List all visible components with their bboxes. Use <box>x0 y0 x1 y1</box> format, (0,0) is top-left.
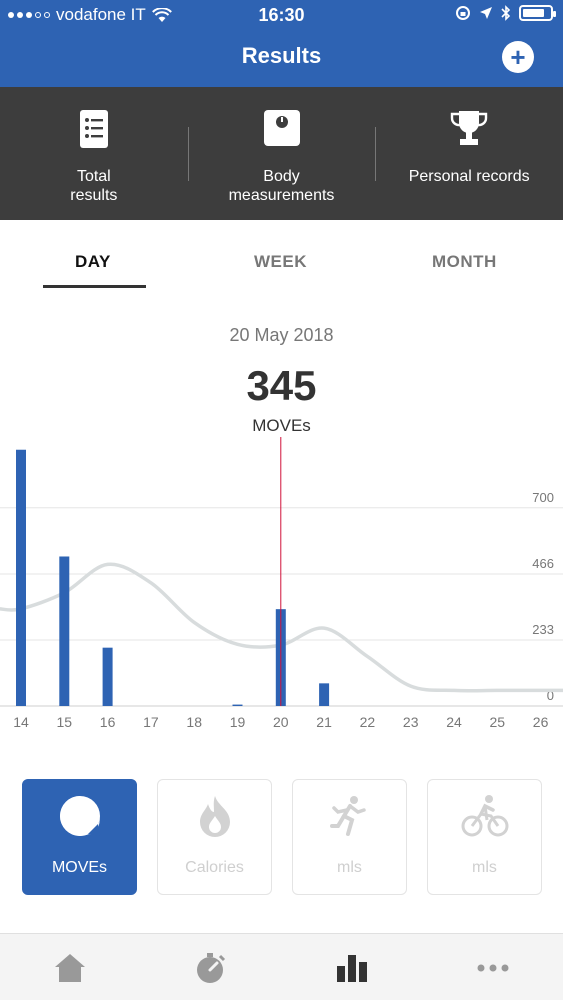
x-tick-label: 17 <box>143 714 159 730</box>
signal-icon <box>8 12 50 18</box>
y-tick-label: 233 <box>532 622 554 637</box>
metric-label: mls <box>472 859 497 876</box>
moves-icon <box>59 796 100 836</box>
chart-bar <box>59 556 70 706</box>
metric-card-moves[interactable]: MOVEs <box>22 779 137 895</box>
y-tick-label: 700 <box>532 490 554 505</box>
x-tick-label: 14 <box>13 714 29 730</box>
x-tick-label: 23 <box>403 714 419 730</box>
total-results-button[interactable]: Total results <box>0 87 188 220</box>
metric-label: mls <box>337 859 362 876</box>
running-icon <box>329 796 366 836</box>
chart-bar <box>102 647 113 706</box>
metric-selector: MOVEs Calories mls mls <box>22 779 542 896</box>
nav-activity[interactable] <box>193 950 233 990</box>
y-tick-label: 0 <box>547 688 554 703</box>
shortcut-divider <box>188 127 189 181</box>
trophy-icon <box>450 111 488 145</box>
shortcut-label: Total results <box>70 168 118 204</box>
metric-card-running[interactable]: mls <box>292 779 407 895</box>
chart-bar <box>319 683 330 706</box>
status-bar: vodafone IT 16:30 <box>0 0 563 30</box>
status-right <box>455 5 556 21</box>
metric-card-cycling[interactable]: mls <box>427 779 542 895</box>
selected-date: 20 May 2018 <box>229 325 334 345</box>
status-time: 16:30 <box>258 5 305 25</box>
x-tick-label: 21 <box>316 714 332 730</box>
home-icon <box>55 954 85 982</box>
bluetooth-icon <box>501 5 511 21</box>
more-icon <box>477 964 509 972</box>
list-icon <box>79 110 108 148</box>
status-left: vodafone IT <box>8 5 172 25</box>
bottom-nav <box>0 933 563 1000</box>
x-tick-label: 22 <box>360 714 376 730</box>
plus-icon[interactable]: + <box>502 41 534 73</box>
tab-day[interactable]: DAY <box>75 252 111 271</box>
nav-home[interactable] <box>52 950 92 990</box>
x-tick-label: 16 <box>100 714 116 730</box>
wifi-icon <box>151 7 172 22</box>
nav-more[interactable] <box>475 950 515 990</box>
tab-week[interactable]: WEEK <box>254 252 307 271</box>
chart-bar <box>16 449 26 706</box>
lock-rotation-icon <box>456 6 470 20</box>
moves-unit: MOVEs <box>252 416 311 435</box>
page-title: Results <box>241 43 322 68</box>
x-tick-label: 26 <box>533 714 549 730</box>
metric-card-calories[interactable]: Calories <box>157 779 272 895</box>
carrier-label: vodafone IT <box>56 5 146 24</box>
moves-total: 345 <box>246 362 317 409</box>
x-tick-label: 25 <box>490 714 506 730</box>
active-tab-indicator <box>43 285 146 288</box>
shortcut-label: Personal records <box>408 168 530 185</box>
x-tick-label: 19 <box>230 714 246 730</box>
nav-results[interactable] <box>334 950 374 990</box>
bar-chart-icon <box>337 955 367 982</box>
top-bar: vodafone IT 16:30 Results + <box>0 0 563 87</box>
flame-icon <box>199 796 230 837</box>
x-tick-label: 20 <box>273 714 289 730</box>
y-tick-label: 466 <box>532 556 554 571</box>
personal-records-button[interactable]: Personal records <box>375 87 563 220</box>
shortcut-divider <box>375 127 376 181</box>
period-tabs: DAY WEEK MONTH <box>0 240 563 290</box>
metric-label: Calories <box>185 859 244 876</box>
shortcut-label: Body measurements <box>228 168 335 204</box>
scale-icon <box>263 110 300 146</box>
x-tick-label: 18 <box>186 714 202 730</box>
x-tick-label: 24 <box>446 714 462 730</box>
shortcut-band: Total results Body measurements Personal… <box>0 87 563 220</box>
moves-chart[interactable]: 0 233 466 700 14 15 16 17 18 19 20 21 22 23 24 25 26 <box>0 437 563 737</box>
body-measurements-button[interactable]: Body measurements <box>188 87 376 220</box>
tab-month[interactable]: MONTH <box>432 252 497 271</box>
x-tick-label: 15 <box>57 714 73 730</box>
stopwatch-icon <box>197 953 226 983</box>
chart-bar <box>232 704 243 706</box>
metric-label: MOVEs <box>51 859 108 876</box>
location-icon <box>480 7 492 19</box>
cycling-icon <box>461 795 508 837</box>
battery-icon <box>519 5 556 21</box>
